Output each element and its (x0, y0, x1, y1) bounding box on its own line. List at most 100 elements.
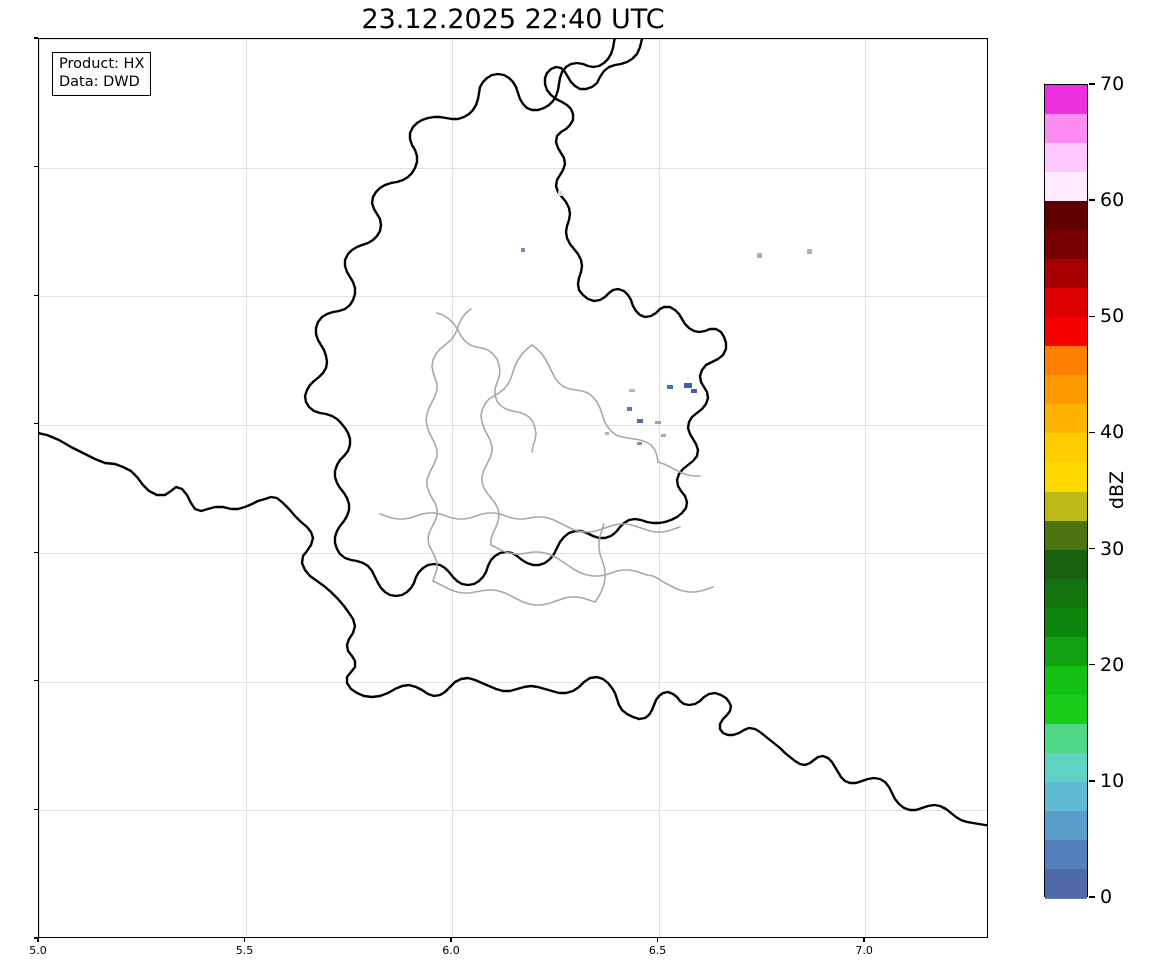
radar-echo-pixel (637, 419, 643, 423)
gridline-vertical (245, 39, 247, 937)
colorbar-band (1045, 346, 1087, 376)
colorbar-tick-mark (1089, 431, 1095, 434)
colorbar[interactable] (1044, 84, 1088, 899)
colorbar-band (1045, 578, 1087, 609)
colorbar-band (1045, 665, 1087, 696)
colorbar-tick-mark (1089, 83, 1095, 85)
radar-echo-pixel (629, 389, 635, 392)
info-product-line: Product: HX (59, 56, 145, 72)
info-box: Product: HX Data: DWD (52, 52, 152, 97)
colorbar-band (1045, 898, 1087, 899)
colorbar-band (1045, 288, 1087, 318)
colorbar-band (1045, 839, 1087, 870)
colorbar-band (1045, 781, 1087, 812)
x-axis-tick-mark (863, 938, 865, 942)
x-axis-tick-label: 5.5 (235, 944, 254, 957)
gridline-vertical (658, 39, 660, 937)
colorbar-tick-label: 70 (1100, 73, 1125, 95)
radar-echo-pixel (627, 407, 632, 411)
radar-echo-pixel (691, 389, 697, 393)
gridline-horizontal (39, 681, 987, 683)
x-axis-tick-label: 5.0 (29, 944, 47, 957)
colorbar-tick-label: 60 (1100, 189, 1125, 212)
y-axis-tick-mark (34, 165, 38, 168)
x-axis-tick-label: 7.0 (855, 944, 873, 957)
colorbar-tick-label: 30 (1100, 537, 1125, 560)
colorbar-axis-label: dBZ (1106, 470, 1128, 510)
canton-border-4 (531, 344, 659, 463)
colorbar-tick-mark (1089, 664, 1095, 666)
colorbar-tick-mark (1089, 199, 1095, 201)
gridline-horizontal (39, 39, 987, 40)
national-border-west (39, 431, 641, 721)
y-axis-tick-mark (34, 808, 38, 811)
y-axis-tick-mark (34, 680, 38, 682)
radar-echo-pixel (807, 249, 812, 254)
radar-echo-pixel (757, 253, 762, 258)
gridline-vertical (865, 39, 867, 937)
gridline-vertical (39, 39, 40, 937)
radar-echo-pixel (655, 421, 661, 424)
colorbar-band (1045, 259, 1087, 289)
canton-border-2 (425, 308, 472, 582)
x-axis-tick-label: 6.5 (648, 944, 667, 957)
y-axis-tick-mark (34, 294, 38, 296)
radar-echo-pixel (637, 442, 642, 445)
radar-echo-pixel (558, 191, 562, 196)
canton-border-8 (594, 523, 606, 603)
colorbar-band (1045, 607, 1087, 638)
gridline-vertical (452, 39, 453, 937)
colorbar-tick-label: 0 (1100, 886, 1113, 908)
colorbar-tick-label: 50 (1100, 305, 1125, 328)
gridline-horizontal (39, 424, 987, 426)
colorbar-band (1045, 868, 1087, 899)
canton-border-3 (480, 344, 533, 546)
colorbar-band (1045, 723, 1087, 754)
colorbar-band (1045, 230, 1087, 260)
colorbar-band (1045, 491, 1087, 522)
colorbar-tick-mark (1089, 780, 1095, 782)
colorbar-band (1045, 549, 1087, 580)
canton-border-1 (436, 312, 537, 453)
radar-echo-pixel (684, 383, 692, 388)
colorbar-band (1045, 143, 1087, 173)
radar-echo-pixel (605, 432, 609, 435)
canton-border-6 (490, 544, 654, 577)
colorbar-tick-mark (1089, 547, 1095, 550)
canton-border-7 (432, 580, 596, 606)
gridline-horizontal (39, 296, 987, 298)
colorbar-band (1045, 172, 1087, 202)
colorbar-tick-label: 20 (1100, 653, 1125, 676)
radar-echo-pixel (667, 385, 673, 389)
colorbar-band (1045, 85, 1087, 115)
national-border-luxembourg (637, 690, 987, 827)
gridline-horizontal (39, 810, 987, 812)
colorbar-band (1045, 433, 1087, 464)
luxembourg-outline (303, 39, 728, 598)
colorbar-band (1045, 810, 1087, 841)
canton-border-9 (657, 461, 701, 477)
colorbar-band (1045, 636, 1087, 667)
colorbar-band (1045, 520, 1087, 551)
y-axis-tick-mark (34, 37, 38, 39)
map-plot-area[interactable]: Product: HX Data: DWD (38, 38, 988, 938)
y-axis-tick-mark (34, 937, 38, 939)
page-title: 23.12.2025 22:40 UTC (361, 4, 665, 35)
colorbar-tick-label: 10 (1100, 769, 1125, 792)
radar-echo-pixel (661, 434, 666, 437)
colorbar-band (1045, 694, 1087, 725)
y-axis-tick-mark (34, 423, 38, 425)
colorbar-tick-mark (1089, 315, 1095, 317)
colorbar-tick-mark (1089, 896, 1095, 898)
gridline-horizontal (39, 167, 987, 169)
map-vector-layer (39, 39, 987, 827)
x-axis-tick-mark (37, 938, 39, 942)
colorbar-band (1045, 404, 1087, 434)
colorbar-band (1045, 462, 1087, 493)
canton-border-10 (652, 575, 714, 593)
info-data-line: Data: DWD (59, 73, 140, 90)
x-axis-tick-mark (450, 938, 452, 942)
colorbar-band (1045, 201, 1087, 231)
colorbar-band (1045, 752, 1087, 783)
